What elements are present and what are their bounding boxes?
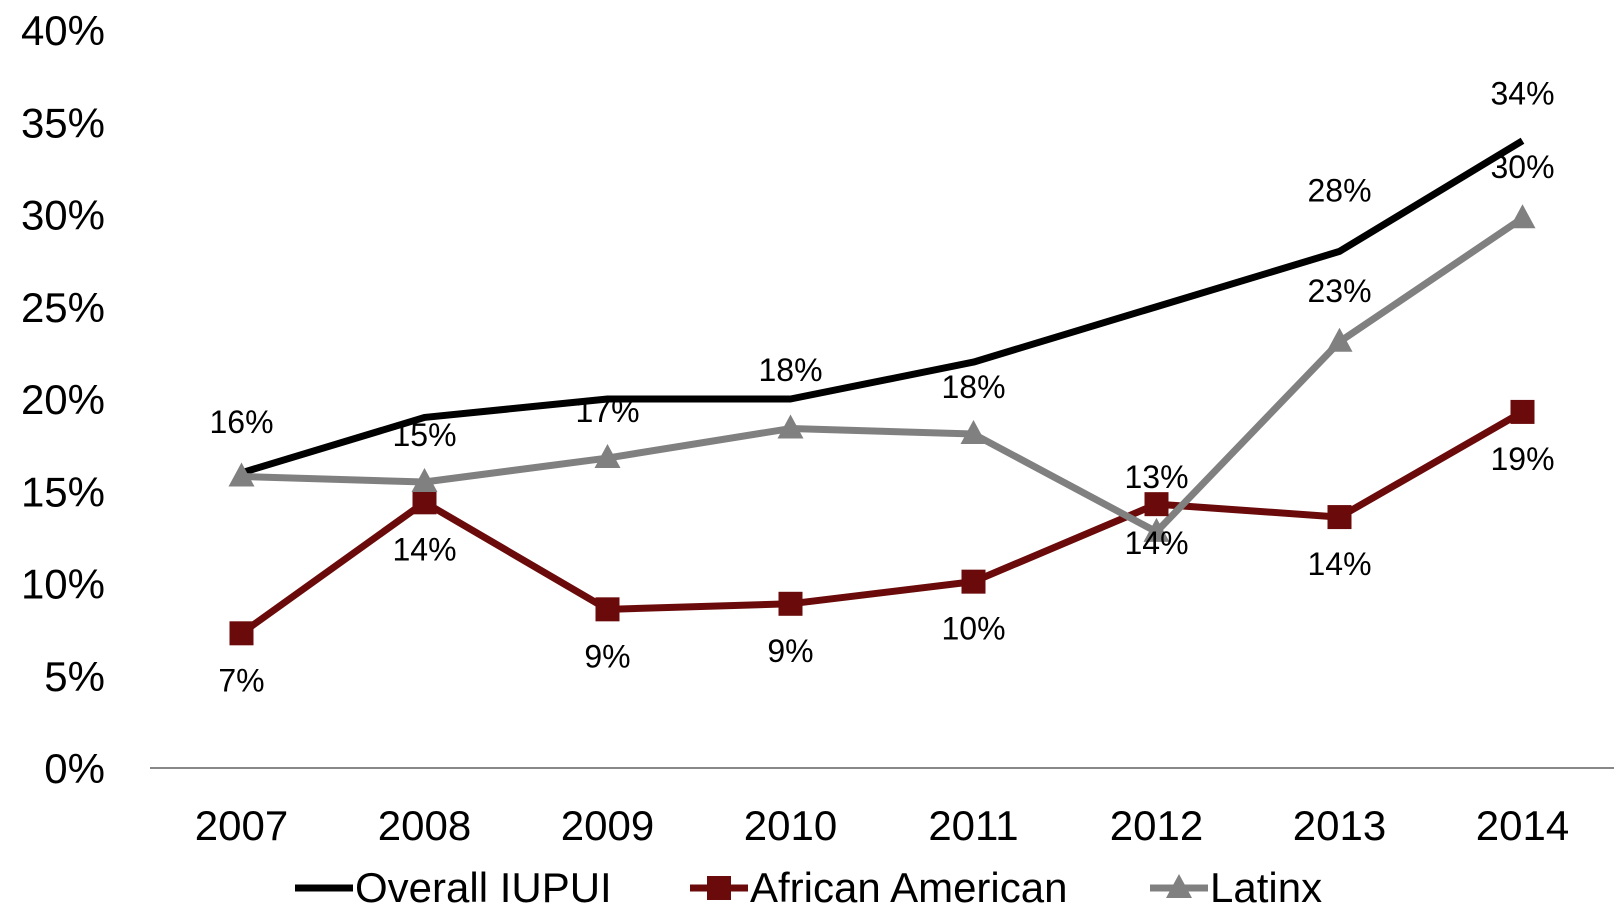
data-label-african-american: 13% [1124,459,1188,495]
legend-label-overall-iupui: Overall IUPUI [355,864,612,911]
data-point-african-american [412,490,437,515]
data-point-african-american [1144,492,1169,517]
legend-marker-latinx [1166,874,1192,898]
y-tick-label: 0% [44,745,105,792]
data-point-african-american [595,597,620,622]
data-point-african-american [1327,505,1352,530]
data-label-african-american: 7% [218,662,264,698]
legend-label-african-american: African American [750,864,1067,911]
data-point-latinx [1143,517,1170,542]
y-tick-label: 5% [44,653,105,700]
data-point-african-american [961,569,986,594]
data-point-african-american [229,621,254,646]
data-label-overall-iupui: 18% [758,352,822,388]
data-label-african-american: 9% [584,638,630,674]
y-tick-label: 40% [21,7,105,54]
data-label-latinx: 18% [941,369,1005,405]
data-point-latinx [777,414,804,439]
series-lines [239,137,1525,637]
y-tick-label: 10% [21,561,105,608]
x-axis-ticks: 2007 2008 2009 2010 2011 2012 2013 2014 [195,802,1569,849]
y-tick-label: 20% [21,376,105,423]
y-axis-ticks: 0% 5% 10% 15% 20% 25% 30% 35% 40% [21,7,105,792]
y-tick-label: 25% [21,284,105,331]
x-tick-label: 2012 [1110,802,1203,849]
legend-marker-african-american [707,876,731,900]
data-point-latinx [228,462,255,487]
series-line-overall-iupui [240,137,1525,477]
data-label-latinx: 17% [575,393,639,429]
data-label-latinx: 15% [392,417,456,453]
data-label-overall-iupui: 16% [209,404,273,440]
x-tick-label: 2014 [1476,802,1569,849]
data-point-latinx [960,420,987,445]
x-tick-label: 2010 [744,802,837,849]
data-label-african-american: 14% [1307,546,1371,582]
data-label-overall-iupui: 34% [1490,76,1554,112]
legend-item-latinx: Latinx [1150,864,1322,911]
legend-item-overall-iupui: Overall IUPUI [295,864,612,911]
data-labels: 16% 18% 28% 34% 7% 14% 9% 9% 10% 13% 14% 19% 15% 17% 1… [209,76,1554,699]
x-tick-label: 2009 [561,802,654,849]
legend-item-african-american: African American [690,864,1067,911]
data-point-latinx [1509,204,1536,229]
data-label-overall-iupui: 28% [1307,172,1371,208]
y-tick-label: 30% [21,192,105,239]
data-label-latinx: 23% [1307,273,1371,309]
data-point-latinx [1326,327,1353,352]
x-tick-label: 2011 [928,802,1018,849]
data-label-african-american: 14% [392,531,456,567]
data-point-latinx [594,444,621,469]
x-tick-label: 2013 [1293,802,1386,849]
y-tick-label: 15% [21,468,105,515]
data-label-latinx: 30% [1490,149,1554,185]
data-label-latinx: 14% [1124,525,1188,561]
data-label-african-american: 9% [767,633,813,669]
series-line-african-american [239,408,1525,637]
x-tick-label: 2008 [378,802,471,849]
legend-label-latinx: Latinx [1210,864,1322,911]
data-point-african-american [1510,399,1535,424]
legend: Overall IUPUI African American Latinx [295,864,1322,911]
data-label-african-american: 10% [941,611,1005,647]
series-line-latinx [241,215,1525,536]
data-point-african-american [778,591,803,616]
y-tick-label: 35% [21,99,105,146]
x-tick-label: 2007 [195,802,288,849]
data-label-african-american: 19% [1490,441,1554,477]
series-markers [228,204,1536,646]
data-point-latinx [411,468,438,493]
